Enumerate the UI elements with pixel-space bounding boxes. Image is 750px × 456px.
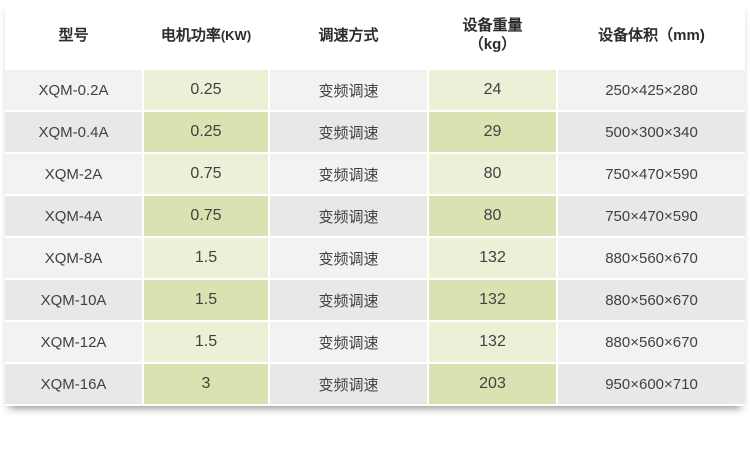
weight-cell: 80: [427, 154, 558, 196]
column-header-unit: （kg）: [468, 36, 517, 53]
weight-cell: 132: [427, 280, 558, 322]
model-cell: XQM-16A: [5, 364, 142, 406]
weight-cell: 132: [427, 322, 558, 364]
model-cell: XQM-10A: [5, 280, 142, 322]
model-cell: XQM-8A: [5, 238, 142, 280]
power-cell: 3: [142, 364, 270, 406]
volume-cell: 880×560×670: [558, 238, 745, 280]
column-header-text: 设备体积（mm): [598, 26, 705, 44]
model-cell: XQM-12A: [5, 322, 142, 364]
power-cell: 1.5: [142, 280, 270, 322]
speed-mode-cell: 变频调速: [270, 280, 427, 322]
weight-cell: 24: [427, 70, 558, 112]
speed-mode-cell: 变频调速: [270, 70, 427, 112]
speed-mode-cell: 变频调速: [270, 154, 427, 196]
power-cell: 0.75: [142, 154, 270, 196]
power-cell: 1.5: [142, 322, 270, 364]
column-header-label: 电机功率(KW): [161, 26, 251, 45]
volume-cell: 880×560×670: [558, 280, 745, 322]
model-cell: XQM-2A: [5, 154, 142, 196]
power-cell: 0.25: [142, 112, 270, 154]
column-header-text: 调速方式: [318, 26, 379, 44]
column-header-model: 型号: [5, 0, 142, 70]
volume-cell: 500×300×340: [558, 112, 745, 154]
column-header-volume: 设备体积（mm): [558, 0, 745, 70]
volume-cell: 750×470×590: [558, 196, 745, 238]
speed-mode-cell: 变频调速: [270, 196, 427, 238]
speed-mode-cell: 变频调速: [270, 238, 427, 280]
speed-mode-cell: 变频调速: [270, 364, 427, 406]
speed-mode-cell: 变频调速: [270, 322, 427, 364]
column-header-text: 型号: [58, 26, 89, 44]
volume-cell: 950×600×710: [558, 364, 745, 406]
weight-cell: 29: [427, 112, 558, 154]
spec-table: 型号 电机功率(KW) 调速方式 设备重量 （kg） 设备体积（mm) XQM-0.2A 0.…: [5, 0, 745, 406]
column-header-text: 电机功率: [160, 26, 221, 44]
weight-cell: 203: [427, 364, 558, 406]
speed-mode-cell: 变频调速: [270, 112, 427, 154]
column-header-speed-mode: 调速方式: [270, 0, 427, 70]
volume-cell: 750×470×590: [558, 154, 745, 196]
model-cell: XQM-0.2A: [5, 70, 142, 112]
column-header-weight: 设备重量 （kg）: [427, 0, 558, 70]
power-cell: 1.5: [142, 238, 270, 280]
model-cell: XQM-4A: [5, 196, 142, 238]
weight-cell: 80: [427, 196, 558, 238]
weight-cell: 132: [427, 238, 558, 280]
volume-cell: 250×425×280: [558, 70, 745, 112]
column-header-text: 设备重量: [462, 17, 523, 34]
column-header-unit: (KW): [220, 27, 252, 43]
power-cell: 0.25: [142, 70, 270, 112]
model-cell: XQM-0.4A: [5, 112, 142, 154]
column-header-power: 电机功率(KW): [142, 0, 270, 70]
power-cell: 0.75: [142, 196, 270, 238]
volume-cell: 880×560×670: [558, 322, 745, 364]
